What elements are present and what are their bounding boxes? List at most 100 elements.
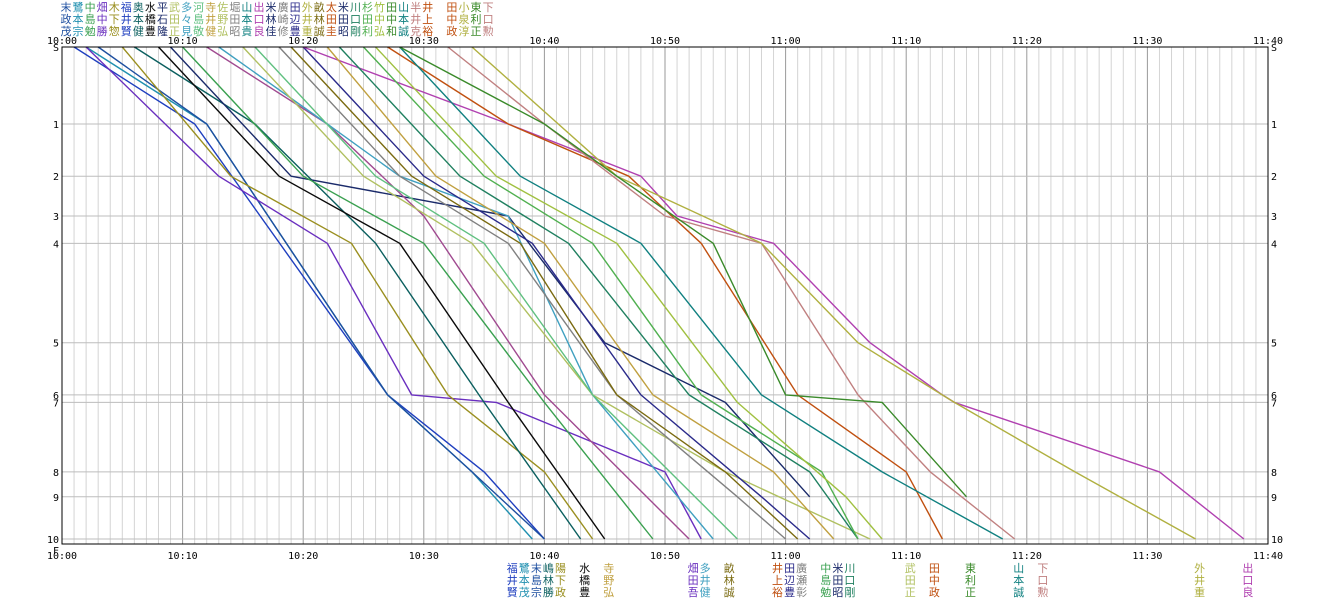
runner-name-top: 田 — [326, 13, 337, 26]
x-tick-label-bottom: 10:00 — [47, 551, 77, 562]
runner-name-top: 茂 — [61, 24, 72, 38]
series-line-14 — [290, 46, 799, 540]
series-line-17 — [326, 46, 835, 540]
runner-name-bottom: 健 — [700, 586, 711, 599]
x-tick-label-bottom: 10:50 — [650, 551, 680, 562]
runner-name-top: 正 — [169, 25, 180, 38]
runner-name-top: 米 — [266, 1, 277, 14]
runner-name-top: 半 — [410, 0, 421, 14]
runner-name-bottom: 重 — [1194, 585, 1205, 599]
series-line-10 — [218, 46, 714, 540]
runner-name-bottom: 田 — [784, 562, 795, 575]
runner-name-top: 下 — [483, 1, 494, 14]
runner-name-top: 武 — [169, 1, 180, 14]
runner-name-top: 敬 — [193, 25, 204, 38]
runner-name-bottom: 良 — [1242, 585, 1253, 599]
y-tick-label-left: 8 — [53, 468, 59, 479]
runner-name-top: 泉 — [458, 12, 469, 26]
runner-name-top: 勲 — [483, 24, 494, 38]
x-tick-label-bottom: 11:00 — [771, 551, 801, 562]
runner-name-bottom: 本 — [1013, 573, 1024, 587]
y-tick-label-left: 1 — [53, 120, 59, 131]
series-line-4 — [121, 46, 594, 540]
runner-name-bottom: 政 — [555, 585, 566, 599]
runner-name-top: 崎 — [278, 12, 289, 26]
plot-frame — [61, 46, 1269, 545]
runner-name-bottom: 畝 — [724, 562, 735, 575]
runner-name-top: 田 — [446, 1, 457, 14]
runner-name-top: 田 — [229, 13, 240, 26]
runner-name-bottom: 田 — [929, 562, 940, 575]
runner-name-bottom: 出 — [1242, 561, 1253, 575]
y-tick-label-left: 6 — [53, 391, 59, 402]
runner-name-bottom: 誠 — [724, 586, 735, 599]
series-line-23 — [447, 46, 1016, 540]
runner-name-bottom: 陽 — [555, 562, 566, 575]
runner-name-top: 竹 — [374, 0, 385, 14]
series-line-25 — [399, 46, 968, 498]
x-tick-label-top: 10:30 — [409, 36, 439, 47]
runner-name-bottom: 宗 — [531, 585, 542, 599]
runner-name-top: 山 — [241, 1, 252, 14]
series-line-5 — [134, 46, 582, 540]
runner-name-top: 本 — [133, 12, 144, 26]
runner-name-top: 堀 — [229, 1, 240, 14]
runner-name-bottom: 川 — [844, 562, 855, 575]
runner-name-top: 和 — [386, 25, 397, 38]
runner-name-top: 本 — [73, 12, 84, 26]
runner-name-top: 見 — [181, 25, 192, 38]
y-tick-label-left: 5 — [53, 339, 59, 350]
runner-name-top: 太 — [326, 1, 337, 14]
runner-name-bottom: 勲 — [1037, 585, 1048, 599]
y-tick-label-right: 5 — [1271, 339, 1277, 350]
runner-name-top: 廣 — [278, 0, 289, 14]
runner-name-top: 野 — [217, 13, 228, 26]
runner-name-top: 利 — [362, 25, 373, 38]
runner-name-top: 外 — [302, 1, 313, 14]
x-tick-label-top: 10:50 — [650, 36, 680, 47]
x-tick-label-top: 10:00 — [47, 36, 77, 47]
runner-name-bottom: 政 — [929, 585, 940, 599]
x-tick-label-top: 10:40 — [529, 36, 559, 47]
runner-name-bottom: 剛 — [844, 586, 855, 599]
runner-name-bottom: 林 — [724, 573, 735, 587]
y-tick-label-right: 7 — [1271, 398, 1277, 409]
runner-name-top: 々 — [181, 13, 192, 26]
runner-name-top: 川 — [350, 1, 361, 14]
runner-name-top: 島 — [193, 12, 204, 26]
runner-name-bottom: 誠 — [1013, 586, 1024, 599]
runner-name-top: 多 — [181, 0, 192, 14]
runner-name-bottom: 井 — [772, 561, 783, 575]
runner-name-bottom: 寺 — [603, 562, 614, 575]
runner-name-top: 重 — [302, 24, 313, 38]
runner-name-top: 畑 — [97, 1, 108, 14]
runner-name-bottom: 中 — [929, 574, 940, 587]
runner-name-bottom: 本 — [519, 573, 530, 587]
runner-name-top: 橋 — [145, 12, 156, 26]
runner-name-top: 井 — [302, 12, 313, 26]
runner-name-bottom: 外 — [1194, 562, 1205, 575]
runner-name-top: 平 — [157, 1, 168, 14]
runner-name-top: 田 — [338, 13, 349, 26]
runner-name-bottom: 口 — [844, 574, 855, 587]
runner-name-bottom: 辺 — [784, 574, 795, 587]
runner-name-bottom: 正 — [905, 586, 916, 599]
top-name-labels: 末政茂鷺本宗中島勉畑中勝木下惣福井賢奥本健水橋豊平石隆武田正多々見河島敬寺井健佐… — [61, 0, 494, 38]
runner-name-bottom: 畑 — [688, 562, 699, 575]
runner-name-bottom: 島 — [531, 573, 542, 587]
runner-name-top: 克 — [410, 25, 421, 38]
runner-name-top: 山 — [398, 1, 409, 14]
runner-name-top: 勉 — [85, 24, 96, 38]
series-line-6 — [157, 46, 606, 540]
runner-name-bottom: 山 — [1013, 562, 1024, 575]
x-tick-label-top: 11:10 — [891, 36, 921, 47]
runner-name-top: 佳 — [266, 24, 277, 38]
runner-name-bottom: 橋 — [579, 573, 590, 587]
series-line-21 — [387, 46, 944, 540]
x-tick-label-bottom: 11:40 — [1253, 551, 1283, 562]
runner-name-top: 鷺 — [73, 0, 84, 14]
runner-name-top: 佐 — [217, 0, 228, 14]
runner-name-top: 田 — [362, 13, 373, 26]
runner-name-bottom: 利 — [965, 574, 976, 587]
runner-name-top: 島 — [85, 12, 96, 26]
